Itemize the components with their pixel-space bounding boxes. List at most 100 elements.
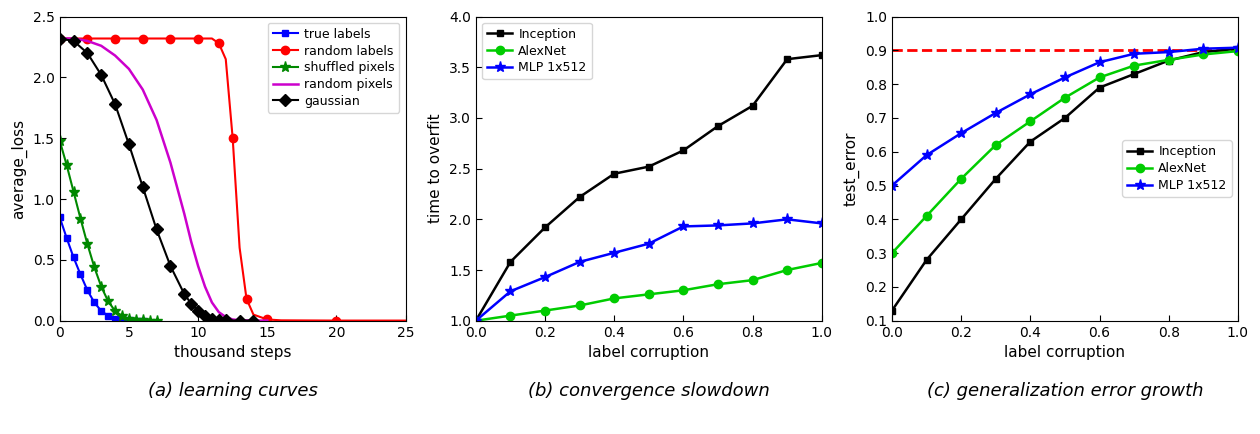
random pixels: [176, 211, 192, 216]
Inception: [1092, 85, 1108, 90]
Line: true labels: true labels: [57, 214, 146, 324]
AlexNet: [469, 318, 484, 323]
Inception: [780, 56, 795, 62]
random labels: [273, 318, 289, 323]
random labels: [226, 136, 241, 141]
gaussian: [212, 317, 227, 322]
random pixels: [135, 87, 150, 92]
Y-axis label: average_loss: average_loss: [11, 118, 28, 219]
AlexNet: [954, 176, 969, 181]
Inception: [745, 103, 760, 108]
random pixels: [66, 36, 81, 41]
Line: random labels: random labels: [55, 34, 410, 325]
true labels: [66, 255, 81, 260]
true labels: [87, 300, 102, 305]
Text: (b) convergence slowdown: (b) convergence slowdown: [528, 381, 770, 400]
MLP 1x512: [572, 259, 587, 264]
MLP 1x512: [1196, 46, 1211, 51]
random labels: [212, 41, 227, 46]
random labels: [176, 36, 192, 41]
random labels: [239, 296, 255, 301]
Line: Inception: Inception: [888, 45, 1241, 314]
Line: random pixels: random pixels: [59, 39, 267, 321]
random pixels: [184, 239, 199, 244]
true labels: [52, 215, 67, 220]
random labels: [52, 36, 67, 41]
random labels: [260, 317, 275, 322]
Line: AlexNet: AlexNet: [471, 259, 825, 325]
Inception: [1230, 46, 1245, 51]
random labels: [135, 36, 150, 41]
Line: MLP 1x512: MLP 1x512: [470, 214, 828, 326]
AlexNet: [641, 292, 656, 297]
random pixels: [226, 317, 241, 322]
AlexNet: [1057, 95, 1072, 100]
random pixels: [198, 284, 213, 289]
gaussian: [204, 316, 219, 321]
AlexNet: [572, 303, 587, 308]
AlexNet: [1196, 52, 1211, 57]
Inception: [641, 164, 656, 169]
gaussian: [121, 142, 136, 147]
true labels: [93, 309, 108, 314]
MLP 1x512: [1162, 49, 1177, 55]
Inception: [885, 308, 900, 313]
AlexNet: [538, 308, 553, 313]
random labels: [232, 245, 247, 250]
MLP 1x512: [711, 223, 726, 228]
random pixels: [149, 117, 164, 122]
AlexNet: [503, 313, 518, 318]
Inception: [711, 124, 726, 129]
true labels: [101, 313, 116, 319]
true labels: [129, 318, 144, 323]
shuffled pixels: [149, 318, 164, 323]
Inception: [503, 259, 518, 264]
Inception: [572, 194, 587, 200]
gaussian: [107, 102, 122, 107]
shuffled pixels: [129, 318, 144, 323]
AlexNet: [745, 278, 760, 283]
random labels: [163, 36, 178, 41]
MLP 1x512: [1126, 51, 1142, 56]
random pixels: [204, 300, 219, 305]
random pixels: [232, 318, 247, 323]
random labels: [190, 36, 205, 41]
Text: (c) generalization error growth: (c) generalization error growth: [926, 381, 1203, 400]
Inception: [919, 257, 934, 263]
shuffled pixels: [87, 265, 102, 270]
shuffled pixels: [115, 313, 130, 319]
gaussian: [232, 318, 247, 323]
random labels: [121, 36, 136, 41]
random pixels: [121, 66, 136, 72]
random pixels: [163, 160, 178, 165]
random pixels: [260, 318, 275, 323]
AlexNet: [919, 214, 934, 219]
random pixels: [52, 36, 67, 41]
Legend: true labels, random labels, shuffled pixels, random pixels, gaussian: true labels, random labels, shuffled pix…: [267, 23, 399, 113]
gaussian: [198, 313, 213, 319]
random labels: [79, 36, 94, 41]
gaussian: [246, 318, 261, 323]
X-axis label: label corruption: label corruption: [1004, 345, 1125, 360]
AlexNet: [1126, 63, 1142, 68]
Y-axis label: time to overfit: time to overfit: [428, 114, 444, 224]
shuffled pixels: [52, 138, 67, 143]
Line: AlexNet: AlexNet: [888, 47, 1242, 257]
MLP 1x512: [919, 152, 934, 158]
Inception: [606, 171, 621, 176]
MLP 1x512: [675, 224, 690, 229]
random pixels: [59, 36, 74, 41]
gaussian: [163, 263, 178, 269]
gaussian: [66, 38, 81, 43]
shuffled pixels: [79, 241, 94, 247]
MLP 1x512: [1092, 59, 1108, 65]
true labels: [115, 318, 130, 323]
AlexNet: [988, 142, 1003, 148]
random pixels: [79, 38, 94, 43]
shuffled pixels: [59, 162, 74, 168]
random labels: [66, 36, 81, 41]
Legend: Inception, AlexNet, MLP 1x512: Inception, AlexNet, MLP 1x512: [483, 23, 592, 79]
Inception: [1162, 58, 1177, 63]
random labels: [149, 36, 164, 41]
MLP 1x512: [814, 221, 829, 226]
